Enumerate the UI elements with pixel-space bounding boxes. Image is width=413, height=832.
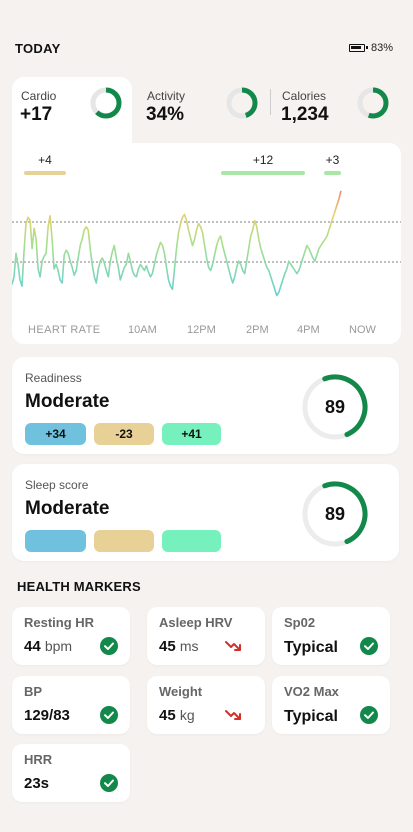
readiness-contributors: +34 -23 +41 bbox=[25, 423, 221, 445]
annotation-label: +12 bbox=[253, 153, 274, 167]
marker-sp02[interactable]: Sp02 Typical bbox=[272, 607, 390, 665]
marker-label: Sp02 bbox=[284, 615, 316, 630]
marker-value: Typical bbox=[284, 708, 338, 725]
heart-rate-line bbox=[12, 190, 342, 297]
check-icon bbox=[100, 774, 118, 792]
marker-weight[interactable]: Weight 45 kg bbox=[147, 676, 265, 734]
sleep-pill-blue bbox=[25, 530, 86, 552]
readiness-gauge-icon bbox=[302, 374, 368, 440]
marker-bp[interactable]: BP 129/83 bbox=[12, 676, 130, 734]
battery-level: 83% bbox=[370, 42, 393, 54]
marker-value: 45 kg bbox=[159, 707, 195, 724]
sleep-score: 89 bbox=[324, 503, 346, 524]
heart-rate-chart-svg: +4 +12 +3 HEART RATE 10AM 12PM 2PM 4PM NOW bbox=[12, 153, 401, 336]
annotation-bar bbox=[24, 171, 66, 175]
tab-cardio-label: Cardio bbox=[21, 89, 57, 103]
x-tick: NOW bbox=[349, 324, 377, 336]
x-tick: 4PM bbox=[297, 324, 320, 336]
check-icon bbox=[360, 706, 378, 724]
readiness-label: Readiness bbox=[25, 371, 82, 385]
sleep-status: Moderate bbox=[25, 498, 110, 519]
tab-divider bbox=[270, 89, 271, 115]
tab-cardio-value: +17 bbox=[20, 104, 53, 125]
x-tick: 2PM bbox=[246, 324, 269, 336]
marker-asleep-hrv[interactable]: Asleep HRV 45 ms bbox=[147, 607, 265, 665]
marker-value: 23s bbox=[24, 775, 50, 792]
health-markers-title: HEALTH MARKERS bbox=[17, 579, 141, 594]
marker-value: 45 ms bbox=[159, 638, 199, 655]
tab-activity-value: 34% bbox=[146, 104, 185, 125]
marker-label: Weight bbox=[159, 684, 203, 699]
check-icon bbox=[100, 637, 118, 655]
sleep-contributors bbox=[25, 530, 221, 552]
page-title: TODAY bbox=[15, 41, 61, 56]
check-icon bbox=[100, 706, 118, 724]
annotation-label: +3 bbox=[326, 153, 340, 167]
marker-value: 129/83 bbox=[24, 707, 70, 724]
sleep-card[interactable]: Sleep score Moderate 89 bbox=[12, 464, 399, 561]
marker-resting-hr[interactable]: Resting HR 44 bpm bbox=[12, 607, 130, 665]
heart-rate-chart[interactable]: +4 +12 +3 HEART RATE 10AM 12PM 2PM 4PM NOW bbox=[12, 143, 401, 344]
marker-value: 44 bpm bbox=[24, 638, 73, 655]
marker-label: Asleep HRV bbox=[159, 615, 233, 630]
battery-icon bbox=[348, 44, 368, 52]
chart-series-label: HEART RATE bbox=[28, 324, 100, 336]
tab-calories-label: Calories bbox=[282, 89, 327, 103]
readiness-card[interactable]: Readiness Moderate +34 -23 +41 89 bbox=[12, 357, 399, 454]
x-tick: 12PM bbox=[187, 324, 216, 336]
x-tick: 10AM bbox=[128, 324, 157, 336]
battery-indicator: 83% bbox=[348, 42, 393, 54]
status-bar: TODAY 83% bbox=[15, 38, 393, 58]
annotation-bar bbox=[221, 171, 305, 175]
trend-down-icon bbox=[225, 710, 241, 720]
sleep-gauge-icon bbox=[302, 481, 368, 547]
trend-down-icon bbox=[225, 641, 241, 651]
tab-calories[interactable]: Calories 1,234 bbox=[273, 77, 401, 147]
readiness-pill-green: +41 bbox=[162, 423, 221, 445]
marker-value: Typical bbox=[284, 639, 338, 656]
annotation-label: +4 bbox=[38, 153, 52, 167]
annotation-bar bbox=[324, 171, 341, 175]
marker-hrr[interactable]: HRR 23s bbox=[12, 744, 130, 802]
marker-label: BP bbox=[24, 684, 43, 699]
marker-label: Resting HR bbox=[24, 615, 95, 630]
cardio-ring-icon bbox=[90, 87, 122, 119]
tab-calories-value: 1,234 bbox=[281, 104, 329, 125]
sleep-pill-green bbox=[162, 530, 221, 552]
tab-activity[interactable]: Activity 34% bbox=[138, 77, 266, 147]
tab-activity-label: Activity bbox=[147, 89, 186, 103]
calories-ring-icon bbox=[357, 87, 389, 119]
readiness-pill-blue: +34 bbox=[25, 423, 86, 445]
check-icon bbox=[360, 637, 378, 655]
marker-vo2-max[interactable]: VO2 Max Typical bbox=[272, 676, 390, 734]
activity-ring-icon bbox=[226, 87, 258, 119]
marker-label: HRR bbox=[24, 752, 53, 767]
sleep-label: Sleep score bbox=[25, 478, 89, 492]
readiness-score: 89 bbox=[324, 396, 346, 417]
tab-cardio[interactable]: Cardio +17 bbox=[12, 77, 132, 147]
metric-tabs: Cardio +17 Activity 34% Calories 1,234 bbox=[12, 77, 401, 147]
readiness-status: Moderate bbox=[25, 391, 110, 412]
readiness-pill-tan: -23 bbox=[94, 423, 154, 445]
marker-label: VO2 Max bbox=[284, 684, 339, 699]
sleep-pill-tan bbox=[94, 530, 154, 552]
